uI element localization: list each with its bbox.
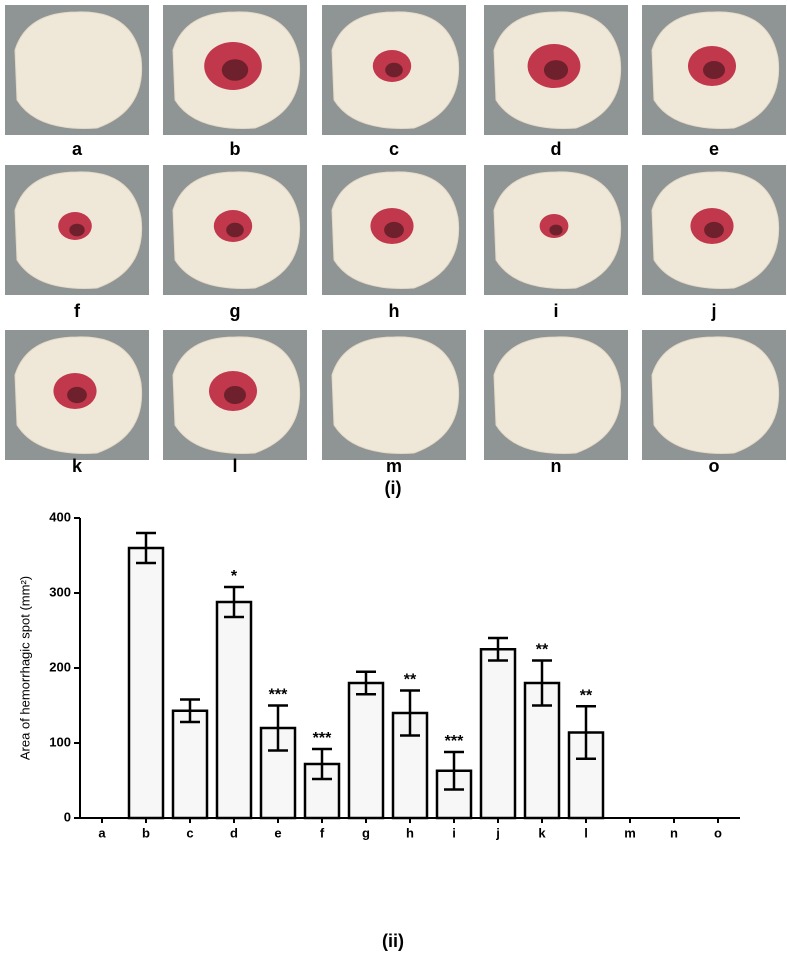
photo-label: d — [551, 139, 562, 159]
hemorrhage-core — [549, 224, 563, 236]
photo-label: i — [553, 301, 558, 321]
tissue — [331, 336, 460, 454]
bar — [479, 648, 517, 820]
tissue — [493, 336, 622, 454]
tissue — [651, 336, 780, 454]
x-tick-label: e — [274, 825, 281, 840]
x-tick-label: a — [98, 825, 106, 840]
x-tick-label: d — [230, 825, 238, 840]
photo-label: a — [72, 139, 83, 159]
bar — [347, 681, 385, 820]
bar — [171, 709, 209, 820]
x-tick-label: m — [624, 825, 636, 840]
x-tick-label: c — [186, 825, 193, 840]
x-axis-label: (ii) — [382, 931, 404, 951]
x-tick-label: n — [670, 825, 678, 840]
hemorrhage-core — [226, 222, 244, 238]
tissue — [14, 11, 143, 129]
y-tick-label: 100 — [49, 734, 71, 749]
y-tick-label: 400 — [49, 509, 71, 524]
hemorrhage-core — [704, 221, 724, 239]
hemorrhage-core — [224, 386, 246, 404]
significance: ** — [536, 642, 549, 659]
photo-label: l — [232, 456, 237, 476]
photo-label: k — [72, 456, 83, 476]
photo-label: m — [386, 456, 402, 476]
x-tick-label: j — [495, 825, 500, 840]
x-tick-label: b — [142, 825, 150, 840]
significance: * — [231, 568, 238, 585]
x-tick-label: f — [320, 825, 325, 840]
bar — [215, 600, 253, 820]
hemorrhage-core — [69, 223, 85, 237]
y-axis-label: Area of hemorrhagic spot (mm²) — [17, 576, 32, 760]
significance: ** — [404, 672, 417, 689]
bar — [391, 711, 429, 820]
significance: *** — [269, 687, 288, 704]
x-tick-label: o — [714, 825, 722, 840]
hemorrhage-core — [703, 61, 725, 79]
significance: ** — [580, 687, 593, 704]
hemorrhage-core — [221, 59, 249, 81]
hemorrhage-core — [385, 62, 403, 78]
bar — [127, 546, 165, 820]
significance: *** — [445, 733, 464, 750]
hemorrhage-core — [384, 221, 404, 239]
photo-label: j — [710, 301, 716, 321]
x-tick-label: g — [362, 825, 370, 840]
x-tick-label: h — [406, 825, 414, 840]
significance: *** — [313, 730, 332, 747]
photo-label: h — [389, 301, 400, 321]
y-tick-label: 300 — [49, 584, 71, 599]
panel-caption: (i) — [385, 478, 402, 498]
photo-label: f — [74, 301, 81, 321]
photo-label: c — [389, 139, 399, 159]
photo-label: o — [709, 456, 720, 476]
y-tick-label: 200 — [49, 659, 71, 674]
photo-label: e — [709, 139, 719, 159]
hemorrhage-core — [67, 386, 87, 404]
x-tick-label: k — [538, 825, 546, 840]
photo-label: b — [230, 139, 241, 159]
x-tick-label: i — [452, 825, 456, 840]
photo-label: n — [551, 456, 562, 476]
photo-label: g — [230, 301, 241, 321]
x-tick-label: l — [584, 825, 588, 840]
y-tick-label: 0 — [64, 809, 71, 824]
hemorrhage-core — [543, 60, 569, 80]
